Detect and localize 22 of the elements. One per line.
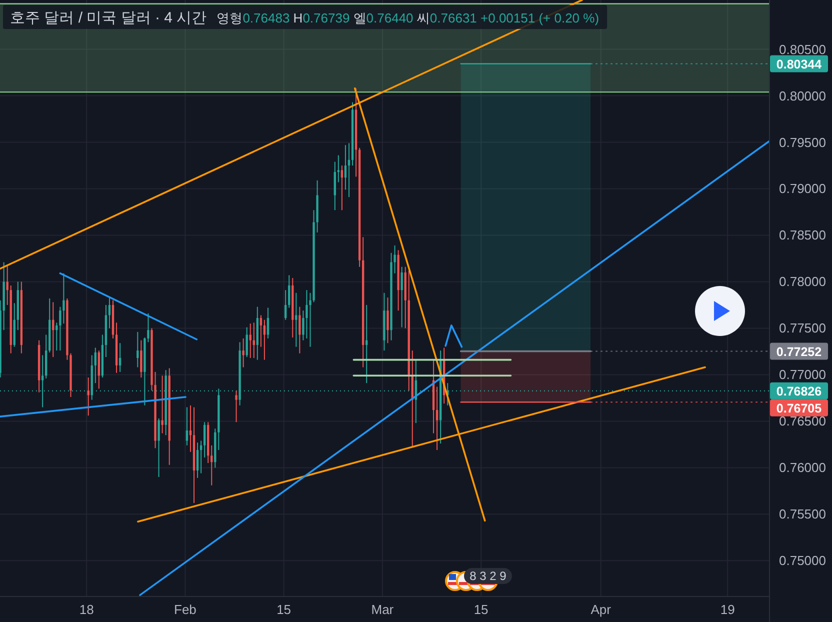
y-tick: 0.78000	[779, 274, 826, 290]
x-tick: 15	[276, 602, 292, 617]
x-tick: Mar	[371, 602, 394, 617]
x-tick: 15	[474, 602, 488, 617]
y-tick: 0.78500	[779, 228, 826, 243]
x-tick: Feb	[174, 602, 196, 617]
y-tick: 0.79000	[779, 181, 826, 196]
x-tick: 19	[720, 602, 735, 617]
y-tick: 0.80500	[779, 42, 826, 57]
title: 호주 달러 / 미국 달러 · 4 시간	[10, 10, 207, 26]
y-tick: 0.80000	[779, 88, 826, 104]
y-tick: 0.76500	[779, 414, 826, 429]
x-tick: Apr	[590, 602, 611, 617]
y-tick: 0.77500	[779, 320, 826, 336]
y-tick: 0.75000	[779, 553, 826, 568]
y-tick: 0.79500	[779, 134, 826, 150]
x-tick: 18	[79, 602, 94, 617]
annotation: 8 3 2 9	[470, 569, 506, 583]
y-tick: 0.77000	[779, 367, 826, 382]
subtitle: 영형0.76483 H0.76739 엘0.76440 씨0.76631 +0.00151 (+ 0.20 %)	[216, 10, 600, 26]
y-tick: 0.76000	[779, 460, 826, 476]
y-tick: 0.75500	[779, 506, 826, 522]
